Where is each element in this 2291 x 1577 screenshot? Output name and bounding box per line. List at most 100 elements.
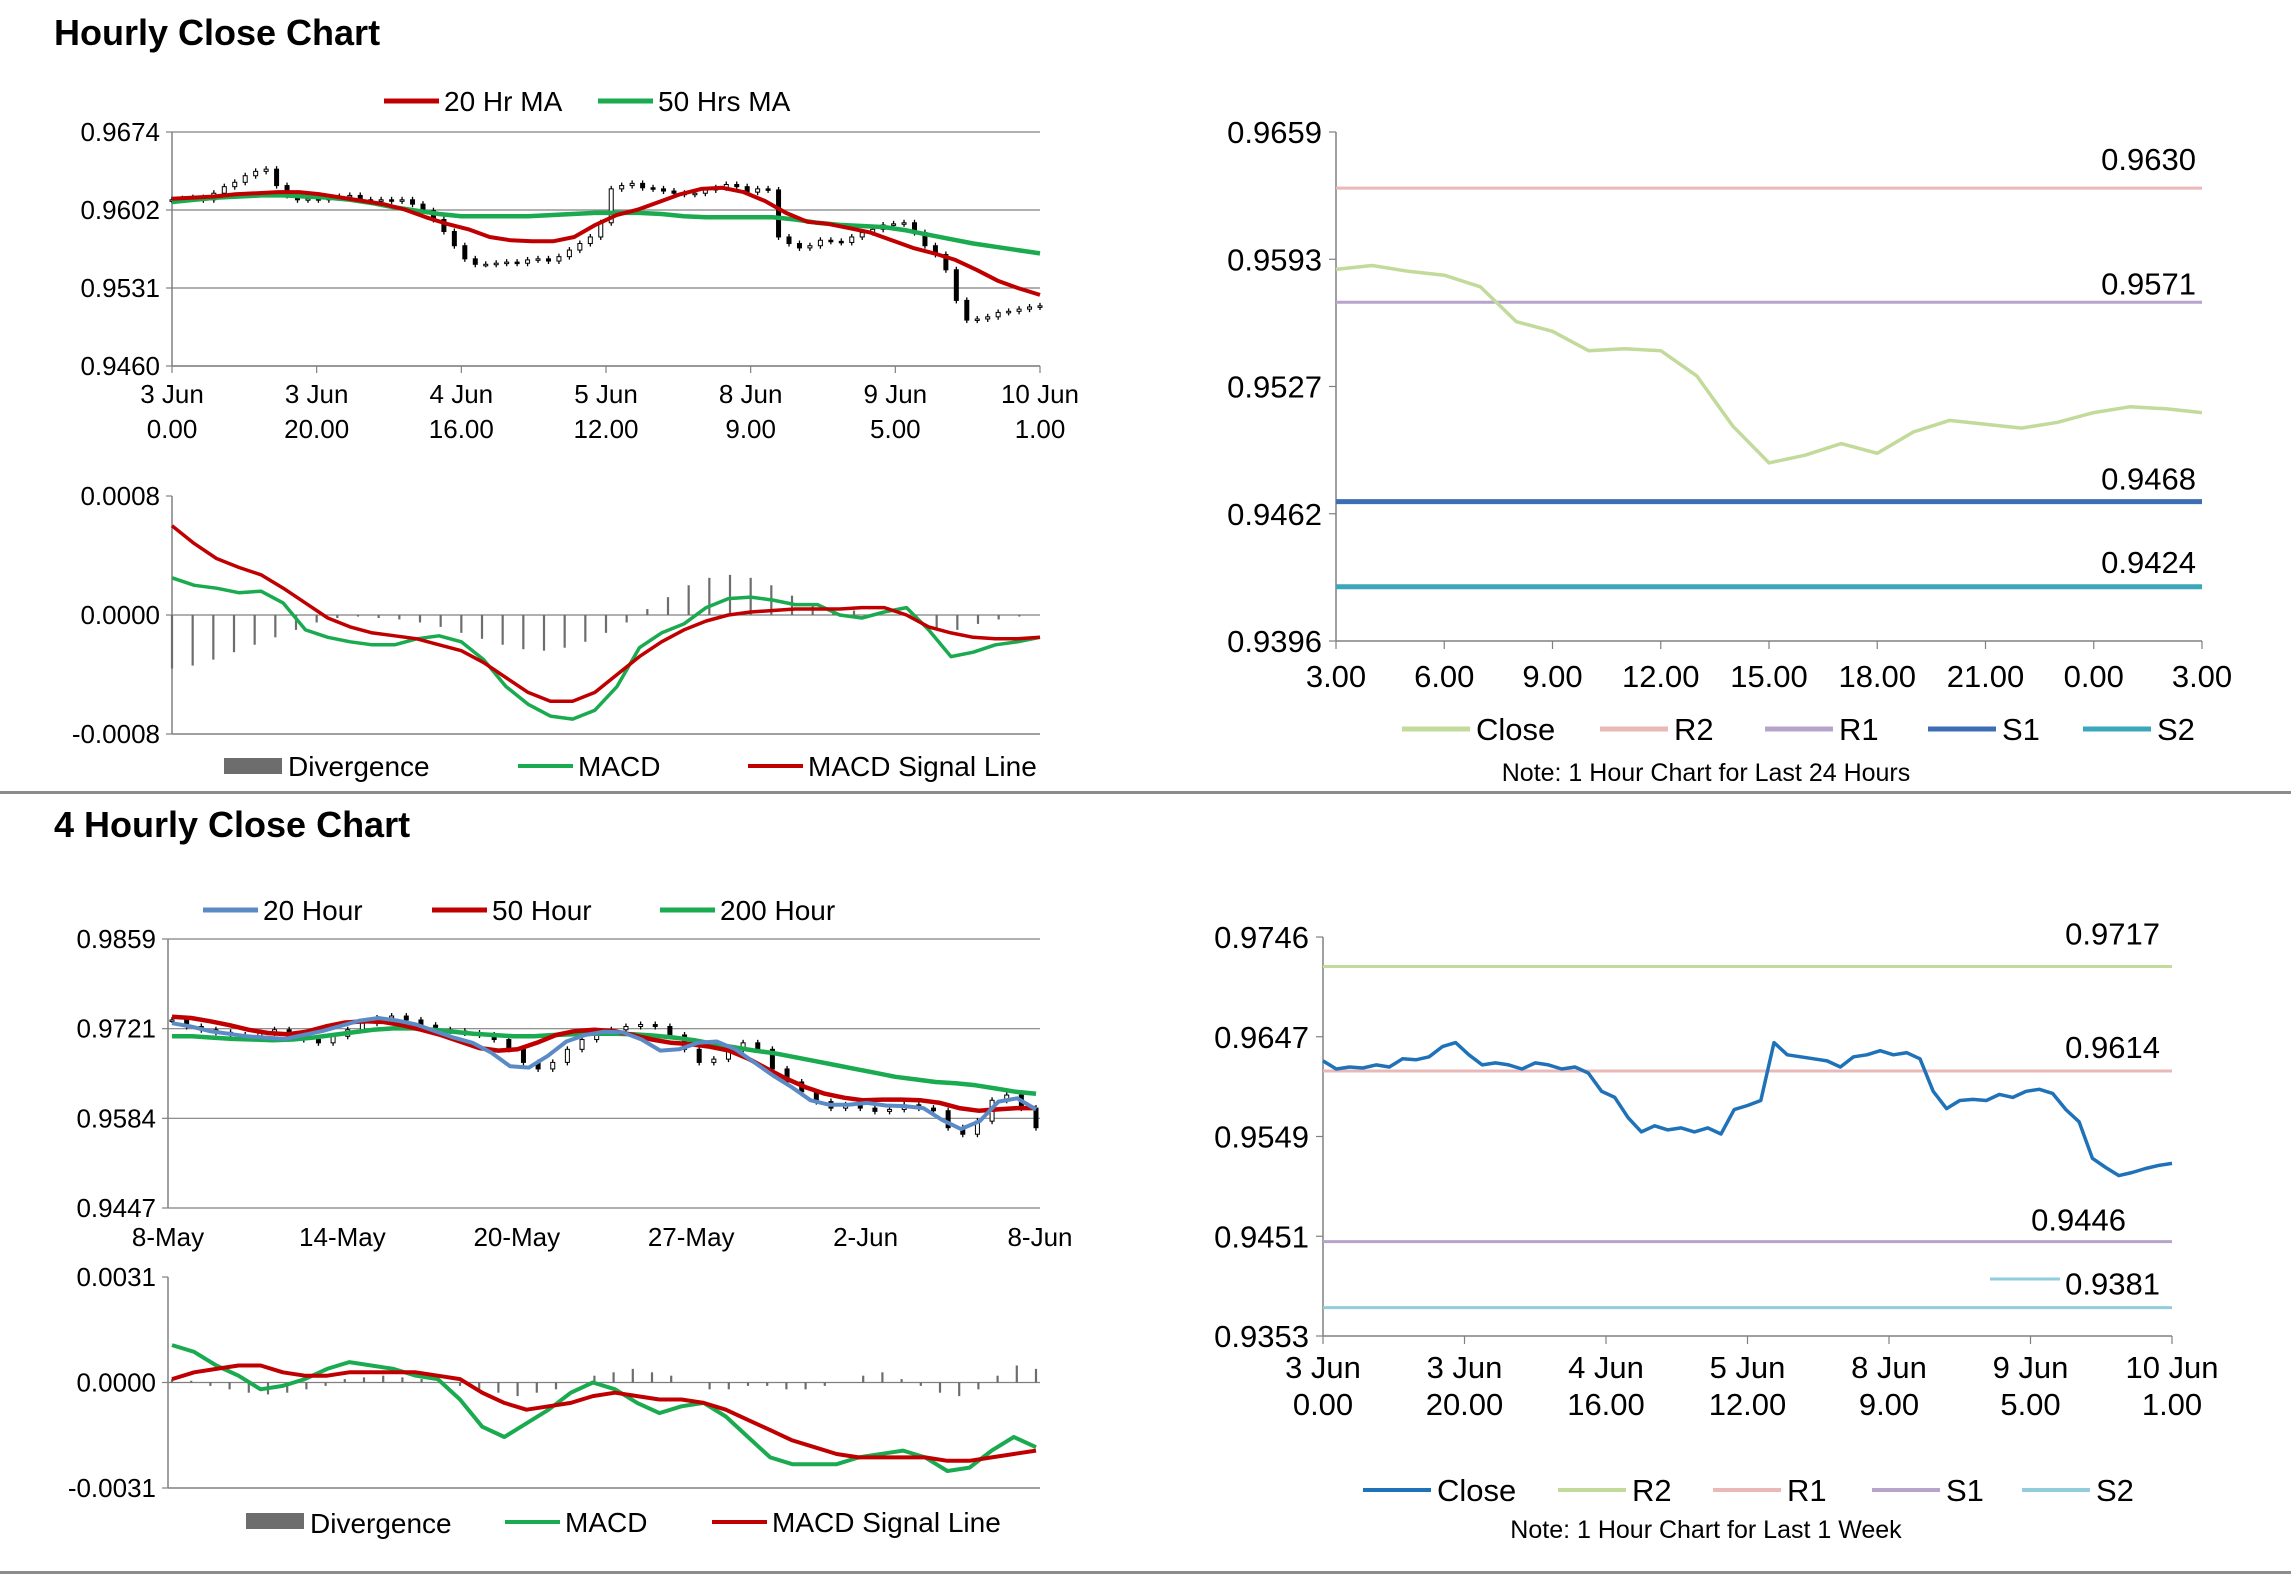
hourly_price-candle-body xyxy=(619,185,625,190)
hourly-section-title: Hourly Close Chart xyxy=(54,12,381,53)
hourly_price-x-tick-label-time: 0.00 xyxy=(147,414,198,444)
hourly_macd-y-tick-label: -0.0008 xyxy=(72,719,160,749)
hourly_price-candle-body xyxy=(566,249,572,258)
four_hourly_levels-x-tick-label-time: 5.00 xyxy=(2000,1387,2060,1422)
hourly_levels-legend-close-label: Close xyxy=(1476,712,1555,747)
four_hourly_price-candle-body xyxy=(623,1025,629,1031)
four_hourly_levels-x-tick-label-date: 3 Jun xyxy=(1427,1350,1503,1385)
four_hourly_macd-series-signal xyxy=(171,1363,1037,1463)
hourly_price-y-tick-label: 0.9531 xyxy=(80,273,160,303)
hourly_price-candle-body xyxy=(378,199,384,202)
hourly_levels-level-label-s1: 0.9468 xyxy=(2101,462,2196,497)
four_hourly_price-legend-20hr-label: 20 Hour xyxy=(263,895,363,926)
hourly_price-candle-body xyxy=(535,258,541,261)
hourly_price-x-tick-label-time: 16.00 xyxy=(429,414,494,444)
hourly_price-x-tick-label-date: 3 Jun xyxy=(140,379,204,409)
hourly_price-y-tick-label: 0.9602 xyxy=(80,195,160,225)
hourly_price-candle-body xyxy=(389,199,395,202)
hourly_price-x-tick-label-time: 5.00 xyxy=(870,414,921,444)
hourly_macd-legend-divergence-swatch xyxy=(224,758,282,774)
four_hourly_price-x-tick-label: 14-May xyxy=(299,1222,386,1252)
four_hourly_price-candle-body xyxy=(315,1039,321,1044)
hourly_macd-y-tick-label: 0.0008 xyxy=(80,481,160,511)
four_hourly_price-candle-body xyxy=(711,1058,717,1063)
hourly_price-y-tick-label: 0.9674 xyxy=(80,117,160,147)
four_hourly_macd-series-macd xyxy=(171,1343,1037,1473)
four_hourly_levels-legend-r2-label: R2 xyxy=(1632,1473,1672,1508)
hourly_levels-y-tick-label: 0.9462 xyxy=(1227,497,1322,532)
four_hourly_macd-legend-divergence-swatch xyxy=(246,1513,304,1529)
hourly_macd-y-tick-label: 0.0000 xyxy=(80,600,160,630)
hourly_price-candle-body xyxy=(1037,305,1043,308)
hourly_levels-y-tick-label: 0.9593 xyxy=(1227,242,1322,277)
four_hourly_levels-x-tick-label-date: 3 Jun xyxy=(1285,1350,1361,1385)
four_hourly_levels-x-tick-label-date: 5 Jun xyxy=(1710,1350,1786,1385)
four_hourly_price-candle-body xyxy=(696,1048,702,1063)
hourly_price-candle-body xyxy=(493,262,499,266)
four_hourly_levels-x-tick-label-time: 0.00 xyxy=(1293,1387,1353,1422)
hourly_price-x-tick-label-time: 12.00 xyxy=(573,414,638,444)
four_hourly_levels-y-tick-label: 0.9746 xyxy=(1214,920,1309,955)
four_hourly_price-candle-body xyxy=(169,1019,175,1022)
hourly_price-candle-body xyxy=(796,243,802,249)
section-divider-1 xyxy=(0,791,2291,794)
hourly_price-candle-body xyxy=(577,243,583,251)
hourly_price-candle-body xyxy=(608,188,614,224)
four_hourly_levels-y-tick-label: 0.9549 xyxy=(1214,1120,1309,1155)
four_hourly_price-legend-200hr-label: 200 Hour xyxy=(720,895,835,926)
four_hourly_price-candle-body xyxy=(872,1107,878,1112)
four_hourly_price-x-tick-label: 8-Jun xyxy=(1007,1222,1072,1252)
four_hourly_levels-level-label-r2: 0.9717 xyxy=(2065,916,2160,951)
four_hourly_price-x-tick-label: 27-May xyxy=(648,1222,735,1252)
four_hourly_levels-x-tick-label-time: 9.00 xyxy=(1859,1387,1919,1422)
hourly_price-candle-body xyxy=(953,269,959,301)
hourly_levels-series-close xyxy=(1335,263,2203,465)
hourly_price-x-tick-label-date: 3 Jun xyxy=(285,379,349,409)
four_hourly_price-candle-body xyxy=(638,1024,644,1027)
four_hourly_levels-level-label-r1: 0.9614 xyxy=(2065,1030,2160,1065)
hourly_levels-y-tick-label: 0.9659 xyxy=(1227,115,1322,150)
hourly_levels-x-tick-label: 15.00 xyxy=(1730,659,1808,694)
four_hourly_levels-x-tick-label-time: 12.00 xyxy=(1709,1387,1787,1422)
hourly_price-candle-body xyxy=(995,311,1001,318)
hourly_price-candle-body xyxy=(263,168,269,172)
hourly_price-candle-body xyxy=(587,236,593,245)
hourly_price-candle-body xyxy=(755,188,761,193)
hourly_levels-x-tick-label: 0.00 xyxy=(2064,659,2124,694)
hourly_levels-x-tick-label: 3.00 xyxy=(1306,659,1366,694)
hourly_price-candle-body xyxy=(901,222,907,225)
hourly_price-candle-body xyxy=(943,253,949,271)
hourly_price-candle-body xyxy=(849,236,855,243)
hourly_price-candle-body xyxy=(765,188,771,191)
four_hourly_levels-legend-close-label: Close xyxy=(1437,1473,1516,1508)
four_hourly_price-candle-body xyxy=(769,1048,775,1070)
hourly_price-candle-body xyxy=(483,263,489,267)
hourly_price-candle-body xyxy=(786,236,792,245)
hourly_price-candle-body xyxy=(274,168,280,187)
hourly_price-candle-body xyxy=(640,182,646,189)
hourly_price-candle-body xyxy=(462,245,468,260)
four_hourly_price-candle-body xyxy=(550,1061,556,1070)
hourly_levels-x-tick-label: 18.00 xyxy=(1838,659,1916,694)
four_hourly_price-series-20hr xyxy=(171,1016,1038,1131)
hourly_levels-level-label-r2: 0.9630 xyxy=(2101,142,2196,177)
four_hourly_price-candle-body xyxy=(520,1048,526,1063)
four_hourly_price-candle-body xyxy=(755,1042,761,1050)
four_hourly_price-x-tick-label: 2-Jun xyxy=(833,1222,898,1252)
hourly_price-candle-body xyxy=(807,245,813,249)
four_hourly_levels-y-tick-label: 0.9353 xyxy=(1214,1319,1309,1354)
four_hourly_macd-y-tick-label: 0.0000 xyxy=(76,1368,156,1398)
hourly_price-candle-body xyxy=(974,318,980,321)
four_hourly_price-series-200hr xyxy=(172,1026,1037,1096)
hourly_price-candle-body xyxy=(410,199,416,205)
hourly_price-candle-body xyxy=(472,258,478,265)
four_hourly_price-y-tick-label: 0.9447 xyxy=(76,1193,156,1223)
four_hourly_price-y-tick-label: 0.9721 xyxy=(76,1014,156,1044)
four_hourly_levels-x-tick-label-date: 4 Jun xyxy=(1568,1350,1644,1385)
hourly_price-candle-body xyxy=(985,316,991,320)
four_hourly_levels-x-tick-label-date: 9 Jun xyxy=(1993,1350,2069,1385)
four_hourly_price-x-tick-label: 20-May xyxy=(473,1222,560,1252)
four_hourly_levels-note: Note: 1 Hour Chart for Last 1 Week xyxy=(1510,1516,1902,1544)
hourly_macd-legend-signal-label: MACD Signal Line xyxy=(808,751,1037,782)
four_hourly_levels-x-tick-label-time: 1.00 xyxy=(2142,1387,2202,1422)
